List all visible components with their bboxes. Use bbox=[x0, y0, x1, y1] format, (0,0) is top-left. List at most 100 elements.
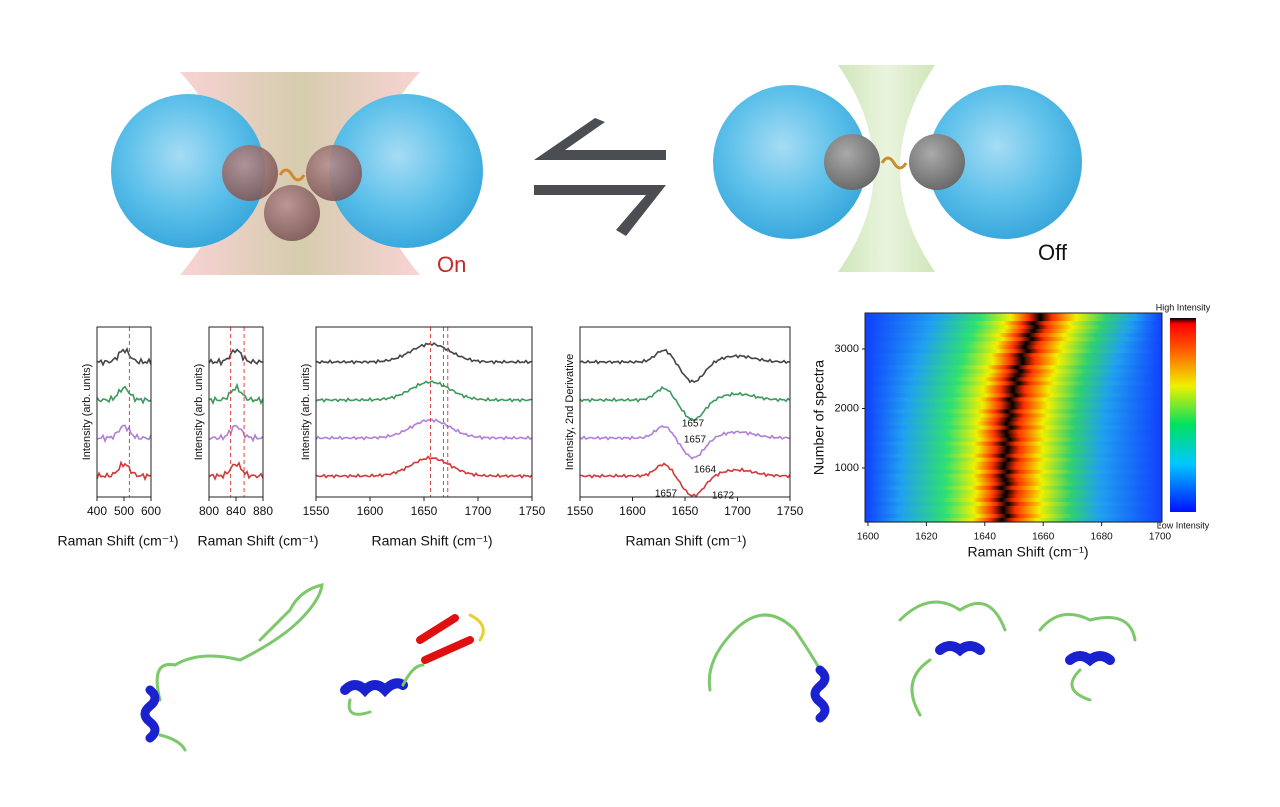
spectrum-curve bbox=[208, 348, 264, 367]
plot-frame bbox=[315, 326, 533, 498]
heatmap-row bbox=[865, 441, 1162, 447]
heatmap-row bbox=[865, 409, 1162, 415]
colorbar-high: High Intensity bbox=[1156, 302, 1211, 312]
heatmap-row bbox=[865, 509, 1162, 515]
heatmap-row bbox=[865, 417, 1162, 423]
x-tick-label: 1680 bbox=[1090, 532, 1113, 543]
y-axis-label: Intensity, 2nd Derivative bbox=[564, 354, 576, 471]
plot-frame bbox=[96, 326, 152, 498]
heatmap-row bbox=[865, 429, 1162, 435]
plot-frame bbox=[208, 326, 264, 498]
y-axis-label: Intensity (arb. units) bbox=[81, 364, 93, 461]
heatmap-row bbox=[865, 325, 1162, 330]
off-label: Off bbox=[1038, 240, 1068, 265]
x-axis-label: Raman Shift (cm⁻¹) bbox=[626, 533, 747, 549]
x-tick-label: 880 bbox=[253, 504, 273, 518]
heatmap-row bbox=[865, 449, 1162, 455]
spectrum-curve bbox=[208, 461, 264, 481]
heatmap-row bbox=[865, 465, 1162, 471]
heatmap-row bbox=[865, 481, 1162, 487]
heatmap-row bbox=[865, 393, 1162, 399]
heatmap-row bbox=[865, 401, 1162, 407]
heatmap-row bbox=[865, 341, 1162, 346]
heatmap-row bbox=[865, 473, 1162, 479]
y-tick-label: 2000 bbox=[835, 402, 859, 414]
heatmap-row bbox=[865, 477, 1162, 483]
x-tick-label: 840 bbox=[226, 504, 246, 518]
heatmap-row bbox=[865, 369, 1162, 374]
x-tick-label: 1700 bbox=[1149, 532, 1172, 543]
x-tick-label: 1750 bbox=[519, 504, 546, 518]
spectrum-curve bbox=[579, 348, 791, 384]
equilibrium-arrows bbox=[534, 118, 666, 236]
spectrum-curve bbox=[315, 342, 533, 365]
heatmap-row bbox=[865, 365, 1162, 370]
y-axis-label: Intensity (arb. units) bbox=[300, 364, 312, 461]
x-tick-label: 1660 bbox=[1032, 532, 1055, 543]
heatmap-row bbox=[865, 445, 1162, 451]
heatmap-row bbox=[865, 397, 1162, 403]
on-label: On bbox=[437, 252, 466, 277]
peak-label: 1657 bbox=[684, 435, 707, 446]
heatmap-row bbox=[865, 385, 1162, 390]
heatmap-row bbox=[865, 425, 1162, 431]
heatmap-row bbox=[865, 437, 1162, 443]
heatmap-row bbox=[865, 389, 1162, 394]
heatmap-row bbox=[865, 433, 1162, 439]
x-tick-label: 1650 bbox=[411, 504, 438, 518]
heatmap-row bbox=[865, 513, 1162, 519]
heatmap-row bbox=[865, 469, 1162, 475]
heatmap-row bbox=[865, 361, 1162, 366]
colorbar bbox=[1170, 318, 1196, 512]
heatmap-row bbox=[865, 357, 1162, 362]
spectrum-curve bbox=[96, 460, 152, 482]
heatmap-row bbox=[865, 461, 1162, 467]
heatmap-row bbox=[865, 485, 1162, 491]
x-tick-label: 600 bbox=[141, 504, 161, 518]
heatmap-row bbox=[865, 517, 1162, 523]
x-tick-label: 1620 bbox=[915, 532, 938, 543]
heatmap-row bbox=[865, 489, 1162, 495]
x-axis-label: Raman Shift (cm⁻¹) bbox=[198, 533, 319, 549]
off-state: Off bbox=[713, 65, 1082, 272]
x-tick-label: 1650 bbox=[672, 504, 699, 518]
x-tick-label: 1700 bbox=[724, 504, 751, 518]
heatmap-row bbox=[865, 493, 1162, 499]
spectrum-curve bbox=[96, 385, 152, 405]
x-axis-label: Raman Shift (cm⁻¹) bbox=[372, 533, 493, 549]
spectrum-curve bbox=[315, 380, 533, 403]
heatmap-row bbox=[865, 505, 1162, 511]
heatmap-row bbox=[865, 413, 1162, 419]
spectrum-curve bbox=[96, 347, 152, 367]
x-tick-label: 1750 bbox=[777, 504, 804, 518]
spectrum-curve bbox=[208, 382, 264, 406]
heatmap-row bbox=[865, 321, 1162, 326]
x-tick-label: 1600 bbox=[857, 532, 880, 543]
peak-label: 1672 bbox=[712, 491, 735, 502]
spectrum-curve bbox=[208, 424, 264, 443]
y-axis-label: Number of spectra bbox=[811, 360, 827, 475]
spectrum-curve bbox=[579, 462, 791, 498]
x-axis-label: Raman Shift (cm⁻¹) bbox=[58, 533, 179, 549]
peak-label: 1657 bbox=[682, 419, 705, 430]
heatmap-row bbox=[865, 453, 1162, 459]
plot-frame bbox=[864, 312, 1163, 523]
heatmap-row bbox=[865, 373, 1162, 378]
heatmap-row bbox=[865, 421, 1162, 427]
x-tick-label: 1600 bbox=[357, 504, 384, 518]
x-tick-label: 1550 bbox=[303, 504, 330, 518]
x-tick-label: 1550 bbox=[567, 504, 594, 518]
spectrum-curve bbox=[315, 418, 533, 441]
x-tick-label: 800 bbox=[199, 504, 219, 518]
heatmap-row bbox=[865, 353, 1162, 358]
heatmap-row bbox=[865, 333, 1162, 338]
x-tick-label: 1700 bbox=[465, 504, 492, 518]
y-axis-label: Intensity (arb. units) bbox=[193, 364, 205, 461]
heatmap-row bbox=[865, 497, 1162, 503]
peak-label: 1664 bbox=[694, 465, 717, 476]
colorbar-low: Low Intensity bbox=[1157, 520, 1210, 530]
y-tick-label: 1000 bbox=[835, 462, 859, 474]
heatmap-row bbox=[865, 377, 1162, 382]
